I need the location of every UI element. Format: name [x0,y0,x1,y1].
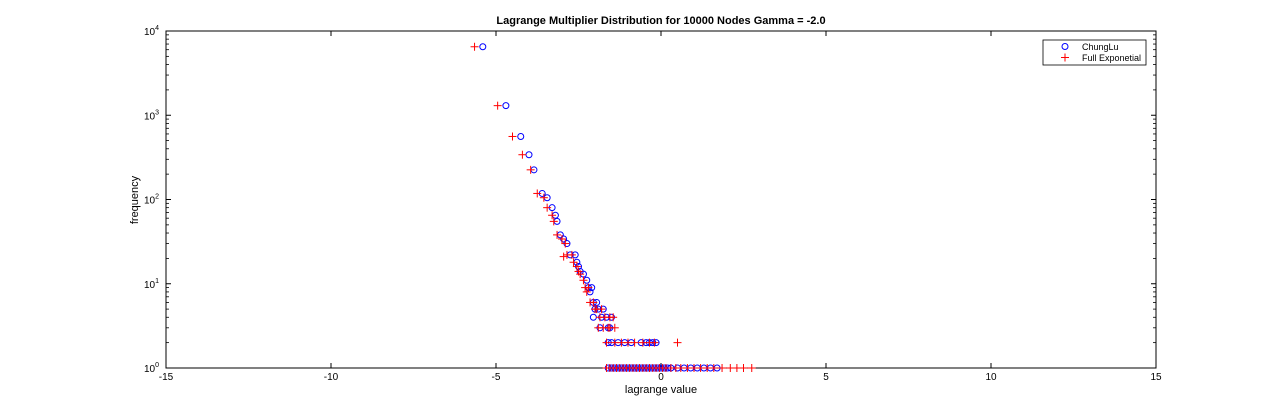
full-exponetial-point [559,252,568,261]
full-exponetial-point [576,270,585,279]
full-exponetial-point [526,165,535,174]
full-exponetial-point [470,42,479,51]
full-exponetial-point [673,338,682,347]
full-exponetial-point [533,189,542,198]
full-exponetial-point [718,364,727,372]
full-exponetial-point [539,193,548,202]
y-tick-label: 103 [144,109,159,122]
full-exponetial-point [579,276,588,285]
y-tick-exponent: 0 [155,362,159,369]
full-exponetial-point [572,262,581,271]
chunglu-point [502,102,510,110]
full-exponetial-point [589,298,598,307]
full-exponetial-point [567,250,576,259]
full-exponetial-point [518,150,527,159]
full-exponetial-point [508,132,517,141]
full-exponetial-point [569,258,578,267]
full-exponetial-point [597,305,606,314]
x-axis-label: lagrange value [625,384,697,396]
x-tick-label: 10 [985,372,997,383]
full-exponetial-point [747,364,756,372]
x-tick-label: 5 [823,372,829,383]
chunglu-point [517,132,525,140]
full-exponetial-point [739,364,748,372]
y-tick-base: 10 [144,196,156,207]
y-tick-base: 10 [144,111,156,122]
y-tick-exponent: 1 [155,278,159,285]
data-marks [470,42,756,372]
y-tick-exponent: 3 [155,109,159,116]
y-axis-label: frequency [129,175,141,224]
x-axis-ticks: -15 -10 -5 0 5 10 15 [159,31,1162,383]
full-exponetial-point [650,338,659,347]
x-tick-label: 15 [1150,372,1162,383]
full-exponetial-point [584,283,593,292]
full-exponetial-point [558,234,566,243]
y-tick-exponent: 4 [155,25,159,32]
full-exponetial-point [630,338,639,347]
full-exponetial-point [561,239,570,248]
legend-box [1042,39,1147,66]
x-tick-label: -15 [159,372,174,383]
full-exponetial-point [582,287,591,296]
full-exponetial-point [553,230,562,239]
y-tick-label: 100 [144,362,159,375]
y-tick-label: 101 [144,278,159,291]
legend-plus-marker [1061,53,1069,62]
legend-label-chunglu: ChungLu [1082,42,1119,52]
plot-area [165,30,1157,369]
full-exponetial-point [493,101,502,110]
full-exponetial-point [548,211,557,220]
y-tick-label: 102 [144,194,159,207]
full-exponetial-point [709,364,718,372]
y-tick-label: 104 [144,25,159,38]
chunglu-point [479,43,487,51]
full-exponetial-point [609,313,618,322]
full-exponetial-point [543,203,552,212]
legend-label-full-exponetial: Full Exponetial [1082,53,1141,63]
full-exponetial-point [549,217,558,226]
chart-title: Lagrange Multiplier Distribution for 100… [496,15,825,27]
legend: ChungLu Full Exponetial [1042,39,1147,66]
y-tick-base: 10 [144,364,156,375]
x-tick-label: 0 [658,372,664,383]
x-tick-label: -5 [492,372,501,383]
y-tick-base: 10 [144,27,156,38]
legend-circle-marker [1061,43,1069,50]
y-tick-exponent: 2 [155,194,159,201]
x-tick-label: -10 [324,372,339,383]
full-exponetial-point [602,338,611,347]
y-tick-base: 10 [144,280,156,291]
full-exponetial-point [610,323,619,332]
